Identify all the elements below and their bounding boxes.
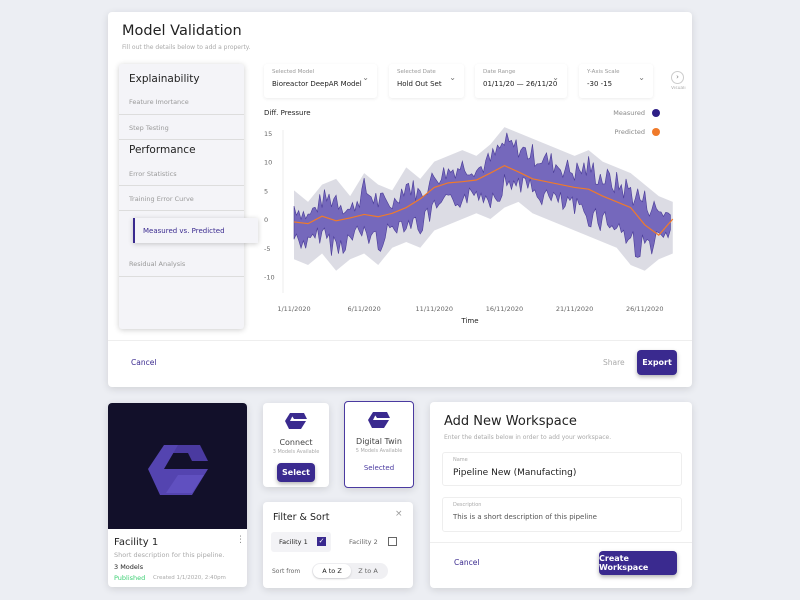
tile-connect[interactable]: Connect 3 Models Available Select	[263, 403, 329, 487]
facility-card[interactable]: Facility 1 ⋮ Short description for this …	[108, 403, 247, 587]
model-validation-card: Model Validation Fill out the details be…	[108, 12, 692, 387]
sort-label: Sort from	[272, 568, 301, 575]
dropdown-value: -30 -15	[587, 80, 613, 88]
sort-a-to-z[interactable]: A to Z	[313, 564, 351, 578]
more-label: Visuali	[671, 86, 686, 91]
facility-1-checkbox[interactable]: Facility 1 ✓	[271, 532, 331, 552]
dropdown-label: Selected Model	[272, 69, 315, 75]
field-label: Description	[453, 502, 482, 508]
workspace-title: Add New Workspace	[444, 414, 577, 429]
tile-digital-twin[interactable]: Digital Twin 5 Models Available Selected	[344, 401, 414, 488]
legend-marker	[652, 109, 660, 117]
chevron-down-icon: ⌄	[552, 73, 559, 82]
tile-name: Digital Twin	[356, 437, 402, 446]
sort-z-to-a[interactable]: Z to A	[358, 567, 378, 575]
x-axis-label: Time	[460, 317, 478, 325]
x-tick-label: 16/11/2020	[486, 305, 523, 313]
dropdown-value: 01/11/20 — 26/11/20	[483, 80, 558, 88]
section-performance: Performance	[129, 144, 196, 156]
sidebar-item-feature-importance[interactable]: Feature Imortance	[129, 98, 189, 106]
field-value: This is a short description of this pipe…	[453, 513, 597, 521]
export-button[interactable]: Export	[637, 350, 677, 375]
sidebar: Explainability Feature Imortance Step Te…	[119, 64, 258, 329]
selected-model-dropdown[interactable]: Selected Model Bioreactor DeepAR Model ⌄	[264, 64, 377, 98]
y-tick-label: -10	[264, 274, 275, 282]
x-tick-label: 1/11/2020	[277, 305, 310, 313]
sidebar-item-step-testing[interactable]: Step Testing	[129, 124, 169, 132]
page-title: Model Validation	[122, 23, 242, 39]
select-button[interactable]: Select	[277, 463, 315, 482]
logo-icon	[148, 445, 208, 495]
field-value: Pipeline New (Manufacting)	[453, 468, 577, 478]
y-tick-label: -5	[264, 245, 270, 253]
selected-date-dropdown[interactable]: Selected Date Hold Out Set ⌄	[389, 64, 464, 98]
y-tick-label: 0	[264, 216, 268, 224]
y-tick-label: 15	[264, 130, 272, 138]
y-axis-label: Diff. Pressure	[264, 109, 311, 117]
sidebar-item-error-statistics[interactable]: Error Statistics	[129, 170, 177, 178]
option-label: Facility 2	[349, 538, 378, 546]
logo-icon	[285, 413, 307, 429]
chevron-down-icon: ⌄	[638, 73, 645, 82]
cancel-button[interactable]: Cancel	[131, 358, 157, 367]
tile-sub: 3 Models Available	[272, 449, 320, 455]
predicted-series	[293, 164, 674, 236]
status-badge: Published	[114, 574, 146, 582]
close-icon[interactable]: ×	[395, 509, 403, 519]
facility-models: 3 Models	[114, 563, 144, 571]
share-button[interactable]: Share	[603, 358, 625, 367]
name-field[interactable]: Name Pipeline New (Manufacting)	[442, 452, 682, 486]
dropdown-label: Selected Date	[397, 69, 436, 75]
section-explainability: Explainability	[129, 73, 200, 85]
measured-vs-predicted-chart: Diff. Pressure 15 10 5 0 -5 -10 1/11/2020 6/11/2…	[264, 109, 674, 325]
filter-sort-panel: Filter & Sort × Facility 1 ✓ Facility 2 …	[263, 502, 413, 588]
chevron-down-icon: ⌄	[449, 73, 456, 82]
dropdown-label: Date Range	[483, 69, 516, 75]
checkbox-icon	[388, 537, 397, 546]
workspace-subtitle: Enter the details below in order to add …	[444, 434, 612, 441]
selected-button[interactable]: Selected	[363, 464, 395, 472]
y-axis-scale-dropdown[interactable]: Y-Axis Scale -30 -15 ⌄	[579, 64, 653, 98]
page-subtitle: Fill out the details below to add a prop…	[122, 44, 251, 51]
legend-label: Measured	[613, 109, 645, 117]
option-label: Facility 1	[279, 538, 308, 546]
legend-label: Predicted	[614, 128, 645, 136]
y-tick-label: 10	[264, 159, 272, 167]
field-label: Name	[453, 457, 468, 463]
dropdown-label: Y-Axis Scale	[587, 69, 620, 75]
description-field[interactable]: Description This is a short description …	[442, 497, 682, 532]
dropdown-value: Bioreactor DeepAR Model	[272, 80, 362, 88]
facility-desc: Short description for this pipeline.	[114, 551, 225, 559]
created-date: Created 1/1/2020, 2:40pm	[153, 575, 226, 581]
x-tick-label: 11/11/2020	[416, 305, 453, 313]
sidebar-item-measured-vs-predicted[interactable]: Measured vs. Predicted	[133, 218, 258, 243]
measured-series	[293, 132, 671, 258]
scroll-right-button[interactable]: ›	[671, 71, 684, 84]
legend-marker	[652, 128, 660, 136]
facility-title: Facility 1	[114, 537, 159, 548]
x-tick-label: 21/11/2020	[556, 305, 593, 313]
create-workspace-button[interactable]: Create Workspace	[599, 551, 677, 575]
y-tick-label: 5	[264, 187, 268, 195]
sidebar-item-training-error-curve[interactable]: Training Error Curve	[129, 195, 194, 203]
tile-sub: 5 Models Available	[355, 448, 403, 454]
checkbox-checked-icon: ✓	[317, 537, 326, 546]
more-options-icon[interactable]: ⋮	[236, 535, 245, 545]
cancel-button[interactable]: Cancel	[454, 558, 480, 567]
facility-2-checkbox[interactable]: Facility 2	[341, 532, 403, 552]
date-range-dropdown[interactable]: Date Range 01/11/20 — 26/11/20 ⌄	[475, 64, 567, 98]
logo-icon	[368, 412, 390, 428]
facility-image	[108, 403, 247, 529]
tile-name: Connect	[279, 438, 313, 447]
chevron-down-icon: ⌄	[362, 73, 369, 82]
add-workspace-card: Add New Workspace Enter the details belo…	[430, 402, 692, 588]
sidebar-item-residual-analysis[interactable]: Residual Analysis	[129, 260, 186, 268]
filter-title: Filter & Sort	[273, 512, 330, 523]
dropdown-value: Hold Out Set	[397, 80, 442, 88]
x-tick-label: 6/11/2020	[347, 305, 380, 313]
x-tick-label: 26/11/2020	[626, 305, 663, 313]
